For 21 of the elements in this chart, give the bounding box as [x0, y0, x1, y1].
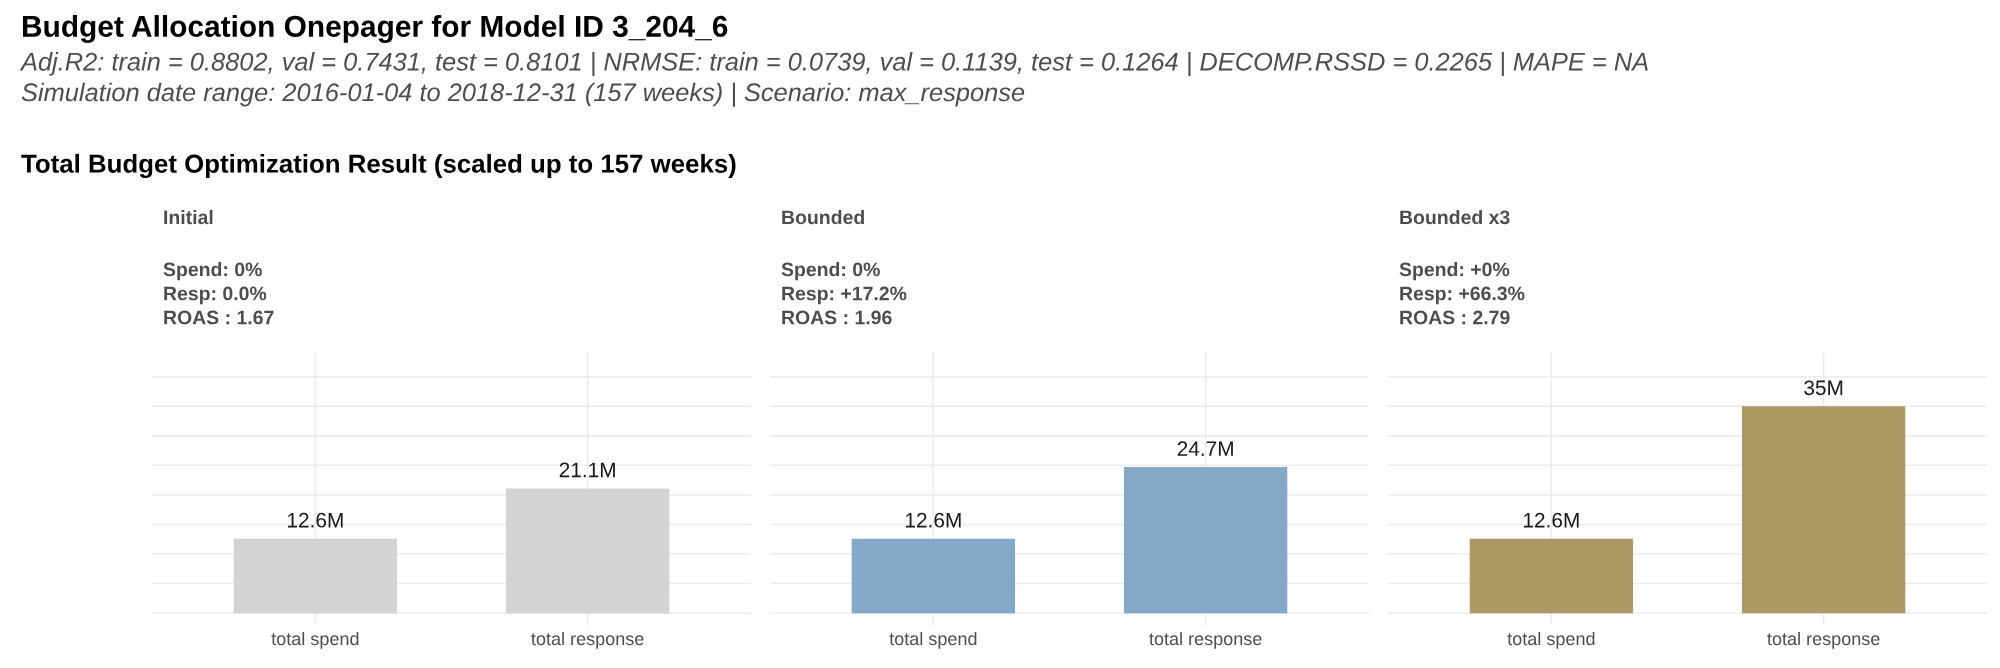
x-tick-label: total response	[1767, 631, 1880, 649]
chart-title: Bounded	[782, 209, 864, 225]
chart-title: Initial	[164, 209, 213, 225]
chart-subtitle: Spend: +0% Resp: +66.3% ROAS : 2.79	[1399, 262, 1525, 325]
chart-subtitle: Spend: 0% Resp: +17.2% ROAS : 1.96	[781, 262, 907, 325]
x-tick-label: total response	[1149, 631, 1262, 649]
data-label: 21.1M	[559, 462, 615, 478]
data-label: 12.6M	[1524, 512, 1579, 528]
chart-title: Bounded x3	[1400, 209, 1510, 225]
data-label: 12.6M	[288, 512, 343, 528]
x-tick-label: total spend	[1507, 631, 1595, 649]
data-label: 35M	[1804, 380, 1843, 396]
text: Total Budget Optimization Result (scaled up to 157 weeks)	[21, 153, 736, 179]
x-tick-label: total response	[531, 631, 644, 649]
text: Budget Allocation Onepager for Model ID 3_204_6	[23, 15, 728, 43]
text: Adj.R2: train = 0.8802, val = 0.7431, test = 0.8101 | NRMSE: train = 0.0739, val = 0.1139, test = 0.1264 | DECOMP.RSSD = 0.2265 | MAPE = NA Simulation date range: 2016-01-04 to 2018-12-31 (157 weeks) | Scenario: max_response	[19, 52, 1648, 107]
x-tick-label: total spend	[271, 631, 359, 649]
data-label: 24.7M	[1177, 441, 1233, 456]
chart-subtitle: Spend: 0% Resp: 0.0% ROAS : 1.67	[163, 262, 274, 325]
data-label: 12.6M	[906, 512, 961, 528]
x-tick-label: total spend	[889, 631, 977, 649]
